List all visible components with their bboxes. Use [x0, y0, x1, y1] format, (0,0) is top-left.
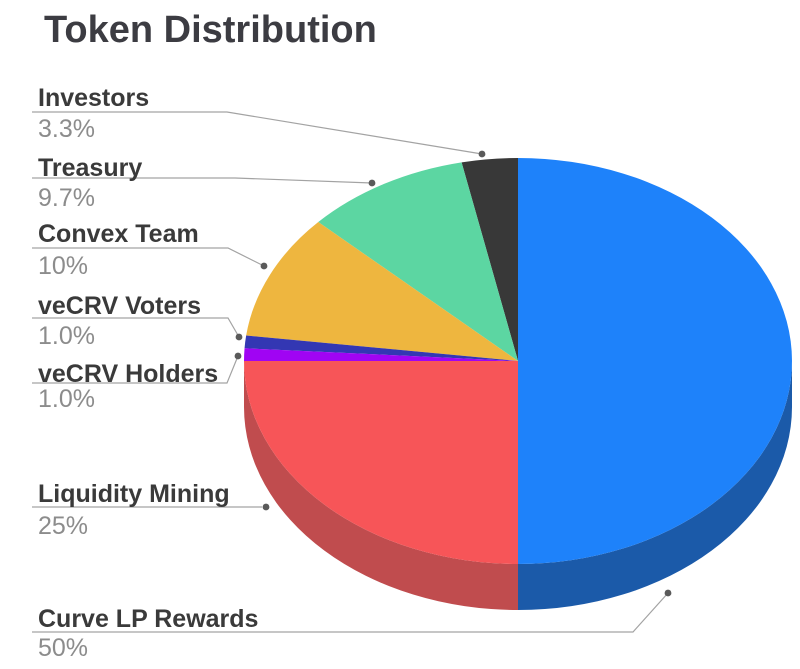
label-investors: Investors	[38, 84, 150, 112]
leader-line-3	[32, 317, 240, 338]
leader-line-2	[32, 247, 265, 267]
pie-slice-curve-lp-rewards	[518, 158, 792, 564]
leader-line-6	[32, 592, 669, 633]
value-convex-team: 10%	[38, 252, 89, 280]
pie-slice-vecrv-holders	[244, 348, 518, 361]
value-curve-lp-rewards: 50%	[38, 634, 89, 662]
leader-line-0	[32, 111, 483, 155]
pie-slice-liquidity-mining	[244, 361, 518, 564]
chart-title: Token Distribution	[44, 9, 377, 51]
leader-dot-5	[262, 503, 270, 511]
pie-side-curve-lp-rewards	[518, 361, 792, 610]
value-vecrv-voters: 1.0%	[38, 322, 95, 350]
pie-slice-convex-team	[246, 222, 518, 361]
pie-side-liquidity-mining	[244, 361, 518, 610]
leader-dot-1	[368, 179, 376, 187]
leader-dot-0	[478, 150, 486, 158]
pie-slice-investors	[461, 158, 518, 361]
label-liquidity-mining: Liquidity Mining	[38, 480, 230, 508]
value-treasury: 9.7%	[38, 184, 95, 212]
leader-dot-4	[234, 352, 242, 360]
label-vecrv-holders: veCRV Holders	[38, 360, 219, 388]
pie-slice-treasury	[318, 162, 518, 361]
value-investors: 3.3%	[38, 115, 95, 143]
value-liquidity-mining: 25%	[38, 512, 89, 540]
leader-line-4	[32, 355, 239, 384]
label-vecrv-voters: veCRV Voters	[38, 292, 202, 320]
leader-dot-6	[664, 589, 672, 597]
label-curve-lp-rewards: Curve LP Rewards	[38, 605, 259, 633]
pie-slice-vecrv-voters	[244, 335, 518, 361]
value-vecrv-holders: 1.0%	[38, 385, 95, 413]
leader-line-1	[32, 177, 373, 184]
leader-dot-2	[260, 262, 268, 270]
label-treasury: Treasury	[38, 154, 143, 182]
leader-dot-3	[235, 333, 243, 341]
label-convex-team: Convex Team	[38, 220, 199, 248]
